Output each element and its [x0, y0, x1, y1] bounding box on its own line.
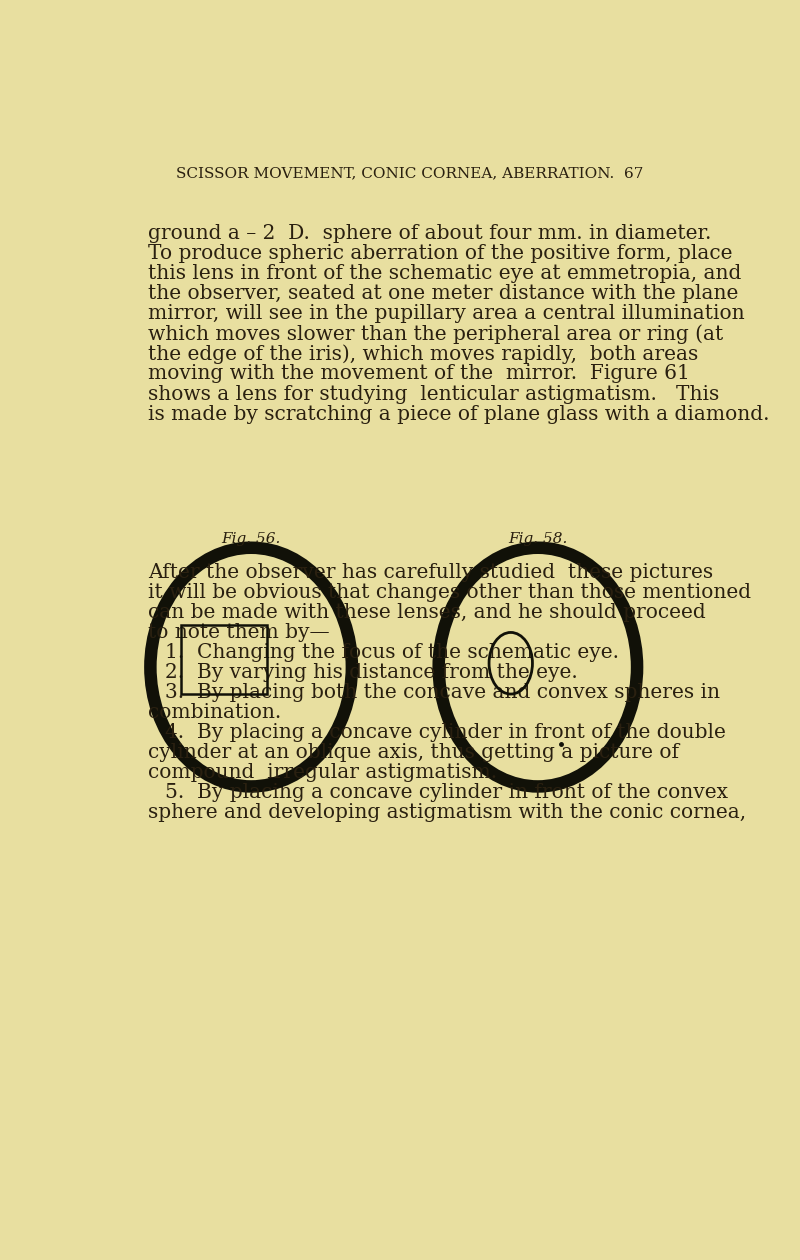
Text: is made by scratching a piece of plane glass with a diamond.: is made by scratching a piece of plane g… — [148, 404, 770, 423]
Text: sphere and developing astigmatism with the conic cornea,: sphere and developing astigmatism with t… — [148, 804, 746, 823]
Text: After the observer has carefully studied  these pictures: After the observer has carefully studied… — [148, 563, 713, 582]
Text: ground a – 2  D.  sphere of about four mm. in diameter.: ground a – 2 D. sphere of about four mm.… — [148, 224, 711, 243]
Text: this lens in front of the schematic eye at emmetropia, and: this lens in front of the schematic eye … — [148, 265, 742, 284]
Text: it will be obvious that changes other than those mentioned: it will be obvious that changes other th… — [148, 583, 751, 602]
Text: can be made with these lenses, and he should proceed: can be made with these lenses, and he sh… — [148, 604, 706, 622]
Text: 1.  Changing the focus of the schematic eye.: 1. Changing the focus of the schematic e… — [165, 643, 619, 663]
Text: 3.  By placing both the concave and convex spheres in: 3. By placing both the concave and conve… — [165, 683, 720, 702]
Text: which moves slower than the peripheral area or ring (at: which moves slower than the peripheral a… — [148, 325, 723, 344]
Text: Fig. 56.: Fig. 56. — [222, 532, 281, 547]
Text: compound  irregular astigmatism.: compound irregular astigmatism. — [148, 764, 497, 782]
Text: to note them by—: to note them by— — [148, 624, 330, 643]
Text: shows a lens for studying  lenticular astigmatism.   This: shows a lens for studying lenticular ast… — [148, 384, 719, 403]
Text: moving with the movement of the  mirror.  Figure 61: moving with the movement of the mirror. … — [148, 364, 690, 383]
Text: 5.  By placing a concave cylinder in front of the convex: 5. By placing a concave cylinder in fron… — [165, 784, 728, 803]
Text: the observer, seated at one meter distance with the plane: the observer, seated at one meter distan… — [148, 285, 738, 304]
Text: the edge of the iris), which moves rapidly,  both areas: the edge of the iris), which moves rapid… — [148, 344, 698, 364]
Text: combination.: combination. — [148, 703, 294, 722]
Text: Fig. 58.: Fig. 58. — [508, 532, 567, 547]
Text: mirror, will see in the pupillary area a central illumination: mirror, will see in the pupillary area a… — [148, 305, 745, 324]
Text: 2.  By varying his distance from the eye.: 2. By varying his distance from the eye. — [165, 663, 578, 682]
Bar — [182, 625, 266, 694]
Text: cylinder at an oblique axis, thus getting a picture of: cylinder at an oblique axis, thus gettin… — [148, 743, 679, 762]
Text: SCISSOR MOVEMENT, CONIC CORNEA, ABERRATION.  67: SCISSOR MOVEMENT, CONIC CORNEA, ABERRATI… — [176, 166, 644, 180]
Text: 4.  By placing a concave cylinder in front of the double: 4. By placing a concave cylinder in fron… — [165, 723, 726, 742]
Text: To produce spheric aberration of the positive form, place: To produce spheric aberration of the pos… — [148, 244, 733, 263]
